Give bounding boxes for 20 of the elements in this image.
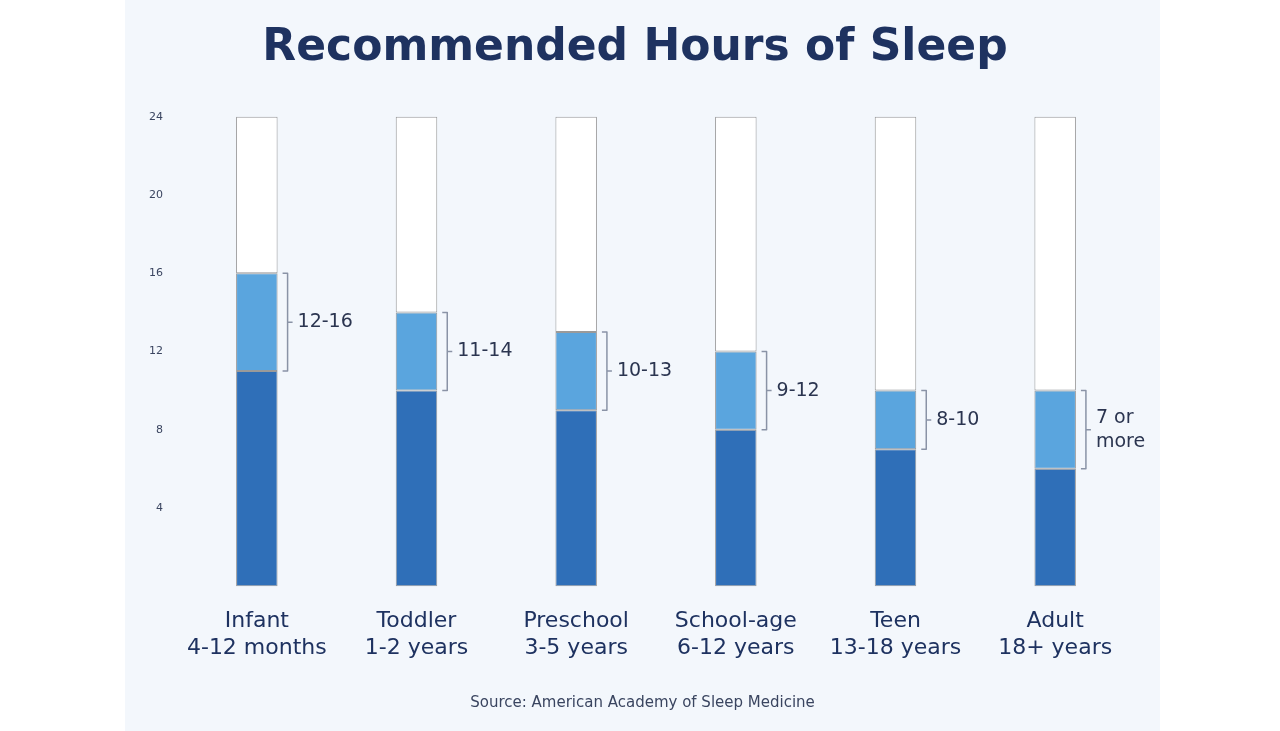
y-tick-label: 12	[149, 344, 163, 358]
y-tick-label: 16	[149, 266, 163, 280]
annotation: 8-10	[936, 406, 980, 429]
y-tick-label: 24	[149, 109, 163, 123]
chart-title: Recommended Hours of Sleep	[262, 18, 1008, 70]
y-tick-label: 8	[156, 422, 163, 436]
x-tick-label: School-age 6-12 years	[674, 607, 797, 659]
x-tick-label: Infant 4-12 months	[186, 607, 327, 659]
annotation: 7 or more	[1095, 404, 1146, 451]
x-tick-label: Toddler 1-2 years	[364, 607, 469, 659]
annotation: 9-12	[776, 377, 820, 400]
x-tick-label: Preschool 3-5 years	[523, 607, 629, 659]
source-note: Source: American Academy of Sleep Medicine	[470, 692, 815, 711]
x-tick-label: Teen 13-18 years	[829, 607, 962, 659]
y-tick-label: 4	[156, 500, 163, 514]
annotation: 10-13	[616, 358, 673, 380]
annotation: 12-16	[297, 309, 353, 332]
x-tick-label: Adult 18+ years	[998, 607, 1113, 659]
annotation: 11-14	[457, 338, 513, 361]
y-tick-label: 20	[149, 187, 163, 201]
